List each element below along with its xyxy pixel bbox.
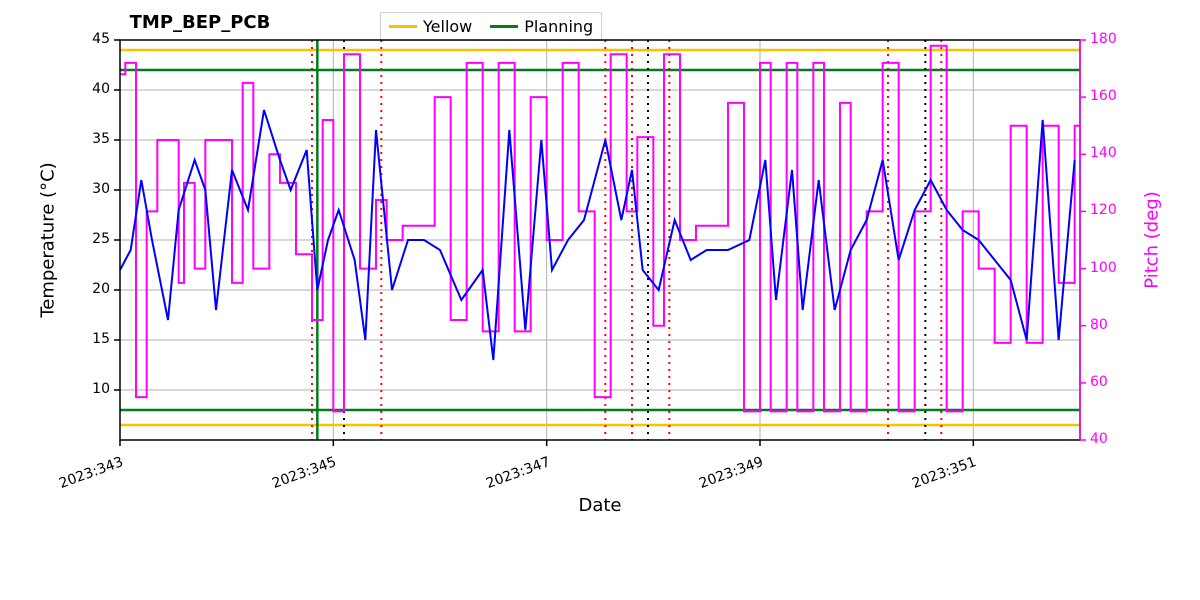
x-tick-label: 2023:349 bbox=[694, 454, 765, 493]
legend-label: Planning bbox=[524, 17, 593, 36]
y-left-tick-label: 35 bbox=[92, 131, 110, 147]
x-axis-label: Date bbox=[578, 495, 621, 516]
chart-title: TMP_BEP_PCB bbox=[130, 12, 271, 33]
legend-item: Yellow bbox=[389, 17, 472, 36]
y-right-tick-label: 80 bbox=[1090, 317, 1108, 333]
y-left-tick-label: 45 bbox=[92, 31, 110, 47]
y-right-tick-label: 120 bbox=[1090, 202, 1117, 218]
legend: Yellow Planning bbox=[380, 12, 602, 41]
y-right-tick-label: 60 bbox=[1090, 374, 1108, 390]
y-left-tick-label: 30 bbox=[92, 181, 110, 197]
y-left-tick-label: 20 bbox=[92, 281, 110, 297]
y-left-tick-label: 15 bbox=[92, 331, 110, 347]
legend-swatch bbox=[389, 25, 417, 28]
y-right-tick-label: 140 bbox=[1090, 145, 1117, 161]
x-tick-label: 2023:351 bbox=[908, 454, 979, 493]
y-right-tick-label: 180 bbox=[1090, 31, 1117, 47]
y-axis-left-label: Temperature (°C) bbox=[38, 162, 59, 317]
x-tick-label: 2023:347 bbox=[481, 454, 552, 493]
x-tick-label: 2023:345 bbox=[268, 454, 339, 493]
y-left-tick-label: 25 bbox=[92, 231, 110, 247]
y-right-tick-label: 160 bbox=[1090, 88, 1117, 104]
y-right-tick-label: 40 bbox=[1090, 431, 1108, 447]
legend-swatch bbox=[490, 25, 518, 28]
x-tick-label: 2023:343 bbox=[54, 454, 125, 493]
legend-item: Planning bbox=[490, 17, 593, 36]
legend-label: Yellow bbox=[423, 17, 472, 36]
y-right-tick-label: 100 bbox=[1090, 260, 1117, 276]
y-left-tick-label: 10 bbox=[92, 381, 110, 397]
figure: TMP_BEP_PCB Yellow Planning Date Temperat… bbox=[0, 0, 1200, 600]
y-axis-right-label: Pitch (deg) bbox=[1142, 191, 1163, 289]
plot-area bbox=[120, 40, 1080, 440]
y-left-tick-label: 40 bbox=[92, 81, 110, 97]
plot-svg bbox=[120, 40, 1080, 440]
